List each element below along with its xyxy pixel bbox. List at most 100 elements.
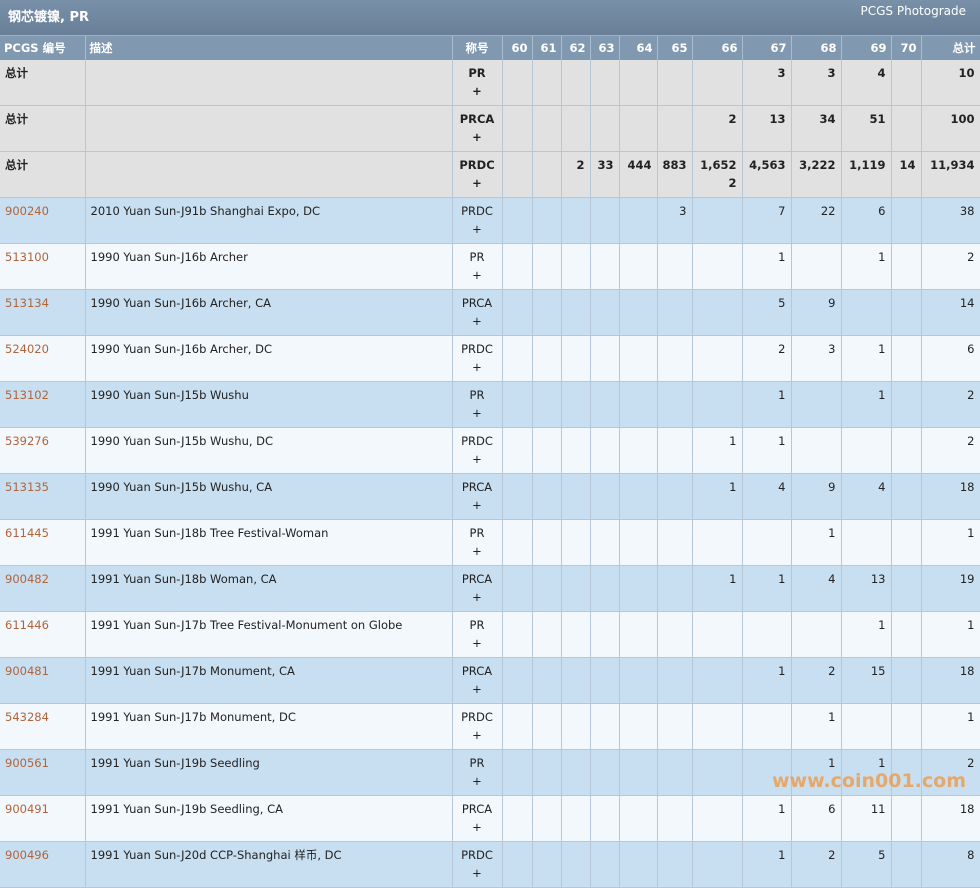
plus-button[interactable]: +	[472, 498, 482, 512]
grade-count[interactable]: 1	[692, 473, 743, 520]
grade-count[interactable]: 22	[791, 197, 842, 244]
grade-count[interactable]: 4,563	[742, 151, 792, 198]
pcgs-number[interactable]: 611446	[0, 611, 86, 658]
plus-button[interactable]: +	[472, 820, 482, 834]
designation-text: PRDC	[459, 158, 495, 172]
grade-count[interactable]: 3	[791, 60, 842, 106]
plus-button[interactable]: +	[472, 268, 482, 282]
grade-count[interactable]: 1,119	[841, 151, 892, 198]
header-bar: 钢芯镀镍, PR PCGS Photograde	[0, 0, 980, 36]
grade-count[interactable]: 3,222	[791, 151, 842, 198]
pcgs-number[interactable]: 900496	[0, 841, 86, 888]
grade-count[interactable]: 3	[657, 197, 693, 244]
plus-button[interactable]: +	[472, 544, 482, 558]
grade-count[interactable]: 6	[841, 197, 892, 244]
grade-count[interactable]: 1	[692, 565, 743, 612]
grade-count[interactable]: 2	[742, 335, 792, 382]
plus-button[interactable]: +	[472, 84, 482, 98]
grade-count[interactable]: 13	[742, 105, 792, 152]
grade-count[interactable]: 1,6522	[692, 151, 743, 198]
grade-count[interactable]: 1	[742, 657, 792, 704]
grade-count[interactable]: 4	[742, 473, 792, 520]
description: 1991 Yuan Sun-J20d CCP-Shanghai 样币, DC	[85, 841, 453, 888]
pcgs-number[interactable]: 539276	[0, 427, 86, 474]
pcgs-number[interactable]: 900481	[0, 657, 86, 704]
grade-count[interactable]: 2	[692, 105, 743, 152]
pcgs-number[interactable]: 513135	[0, 473, 86, 520]
grade-count[interactable]: 2	[791, 841, 842, 888]
grade-count[interactable]: 1	[742, 427, 792, 474]
grade-count[interactable]: 1	[692, 427, 743, 474]
column-header: 62	[561, 36, 591, 60]
pcgs-number[interactable]: 513100	[0, 243, 86, 290]
grade-count[interactable]: 883	[657, 151, 693, 198]
grade-count[interactable]: 1	[742, 243, 792, 290]
plus-button[interactable]: +	[472, 774, 482, 788]
grade-count	[657, 795, 693, 842]
grade-count[interactable]: 4	[841, 473, 892, 520]
plus-button[interactable]: +	[472, 682, 482, 696]
grade-count[interactable]: 1	[742, 795, 792, 842]
designation-text: PR	[469, 526, 485, 540]
pcgs-number[interactable]: 900482	[0, 565, 86, 612]
grade-count[interactable]: 2	[791, 657, 842, 704]
plus-button[interactable]: +	[472, 406, 482, 420]
grade-count	[891, 565, 922, 612]
grade-count[interactable]: 5	[742, 289, 792, 336]
grade-count[interactable]: 7	[742, 197, 792, 244]
grade-count[interactable]: 1	[742, 841, 792, 888]
pcgs-number[interactable]: 611445	[0, 519, 86, 566]
plus-button[interactable]: +	[472, 130, 482, 144]
grade-count[interactable]: 1	[791, 519, 842, 566]
grade-count[interactable]: 5	[841, 841, 892, 888]
plus-button[interactable]: +	[472, 222, 482, 236]
grade-count[interactable]: 51	[841, 105, 892, 152]
grade-count[interactable]: 6	[791, 795, 842, 842]
grade-count	[561, 657, 591, 704]
grade-count[interactable]: 1	[742, 381, 792, 428]
grade-count[interactable]: 1	[841, 381, 892, 428]
pcgs-number[interactable]: 513134	[0, 289, 86, 336]
pcgs-number[interactable]: 543284	[0, 703, 86, 750]
grade-count[interactable]: 14	[891, 151, 922, 198]
grade-count[interactable]: 1	[791, 703, 842, 750]
grade-count	[619, 565, 658, 612]
grade-count[interactable]: 1	[841, 611, 892, 658]
grade-count[interactable]: 11	[841, 795, 892, 842]
plus-button[interactable]: +	[472, 314, 482, 328]
plus-button[interactable]: +	[472, 866, 482, 880]
plus-button[interactable]: +	[472, 728, 482, 742]
plus-button[interactable]: +	[472, 452, 482, 466]
grade-count[interactable]: 1	[841, 335, 892, 382]
grade-count[interactable]: 15	[841, 657, 892, 704]
grade-count[interactable]: 444	[619, 151, 658, 198]
grade-count[interactable]: 1	[742, 565, 792, 612]
grade-count[interactable]: 4	[791, 565, 842, 612]
plus-button[interactable]: +	[472, 360, 482, 374]
grade-count	[692, 197, 743, 244]
grade-count	[532, 841, 562, 888]
coin-row: 543284 1991 Yuan Sun-J17b Monument, DC PRD…	[0, 703, 980, 750]
pcgs-number[interactable]: 900561	[0, 749, 86, 796]
grade-count[interactable]: 34	[791, 105, 842, 152]
photograde-link[interactable]: PCGS Photograde	[860, 4, 966, 18]
pcgs-number[interactable]: 900240	[0, 197, 86, 244]
grade-count[interactable]: 2	[561, 151, 591, 198]
grade-count[interactable]: 9	[791, 473, 842, 520]
grade-count[interactable]: 9	[791, 289, 842, 336]
designation-text: PRDC	[461, 342, 493, 356]
plus-button[interactable]: +	[472, 590, 482, 604]
pcgs-number[interactable]: 900491	[0, 795, 86, 842]
grade-count[interactable]: 33	[590, 151, 620, 198]
grade-count[interactable]: 4	[841, 60, 892, 106]
grade-count[interactable]: 1	[791, 749, 842, 796]
pcgs-number[interactable]: 513102	[0, 381, 86, 428]
pcgs-number[interactable]: 524020	[0, 335, 86, 382]
grade-count[interactable]: 3	[742, 60, 792, 106]
plus-button[interactable]: +	[472, 176, 482, 190]
grade-count[interactable]: 13	[841, 565, 892, 612]
plus-button[interactable]: +	[472, 636, 482, 650]
grade-count[interactable]: 1	[841, 243, 892, 290]
grade-count[interactable]: 3	[791, 335, 842, 382]
grade-count[interactable]: 1	[841, 749, 892, 796]
